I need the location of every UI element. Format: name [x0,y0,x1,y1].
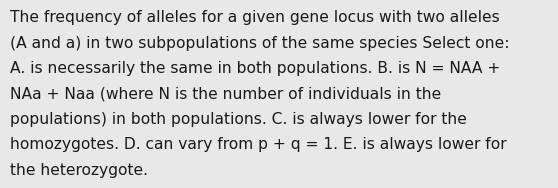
Text: The frequency of alleles for a given gene locus with two alleles: The frequency of alleles for a given gen… [10,10,500,25]
Text: A. is necessarily the same in both populations. B. is N = NAA +: A. is necessarily the same in both popul… [10,61,501,76]
Text: (A and a) in two subpopulations of the same species Select one:: (A and a) in two subpopulations of the s… [10,36,509,51]
Text: the heterozygote.: the heterozygote. [10,163,148,178]
Text: populations) in both populations. C. is always lower for the: populations) in both populations. C. is … [10,112,467,127]
Text: homozygotes. D. can vary from p + q = 1. E. is always lower for: homozygotes. D. can vary from p + q = 1.… [10,137,507,152]
Text: NAa + Naa (where N is the number of individuals in the: NAa + Naa (where N is the number of indi… [10,86,441,102]
